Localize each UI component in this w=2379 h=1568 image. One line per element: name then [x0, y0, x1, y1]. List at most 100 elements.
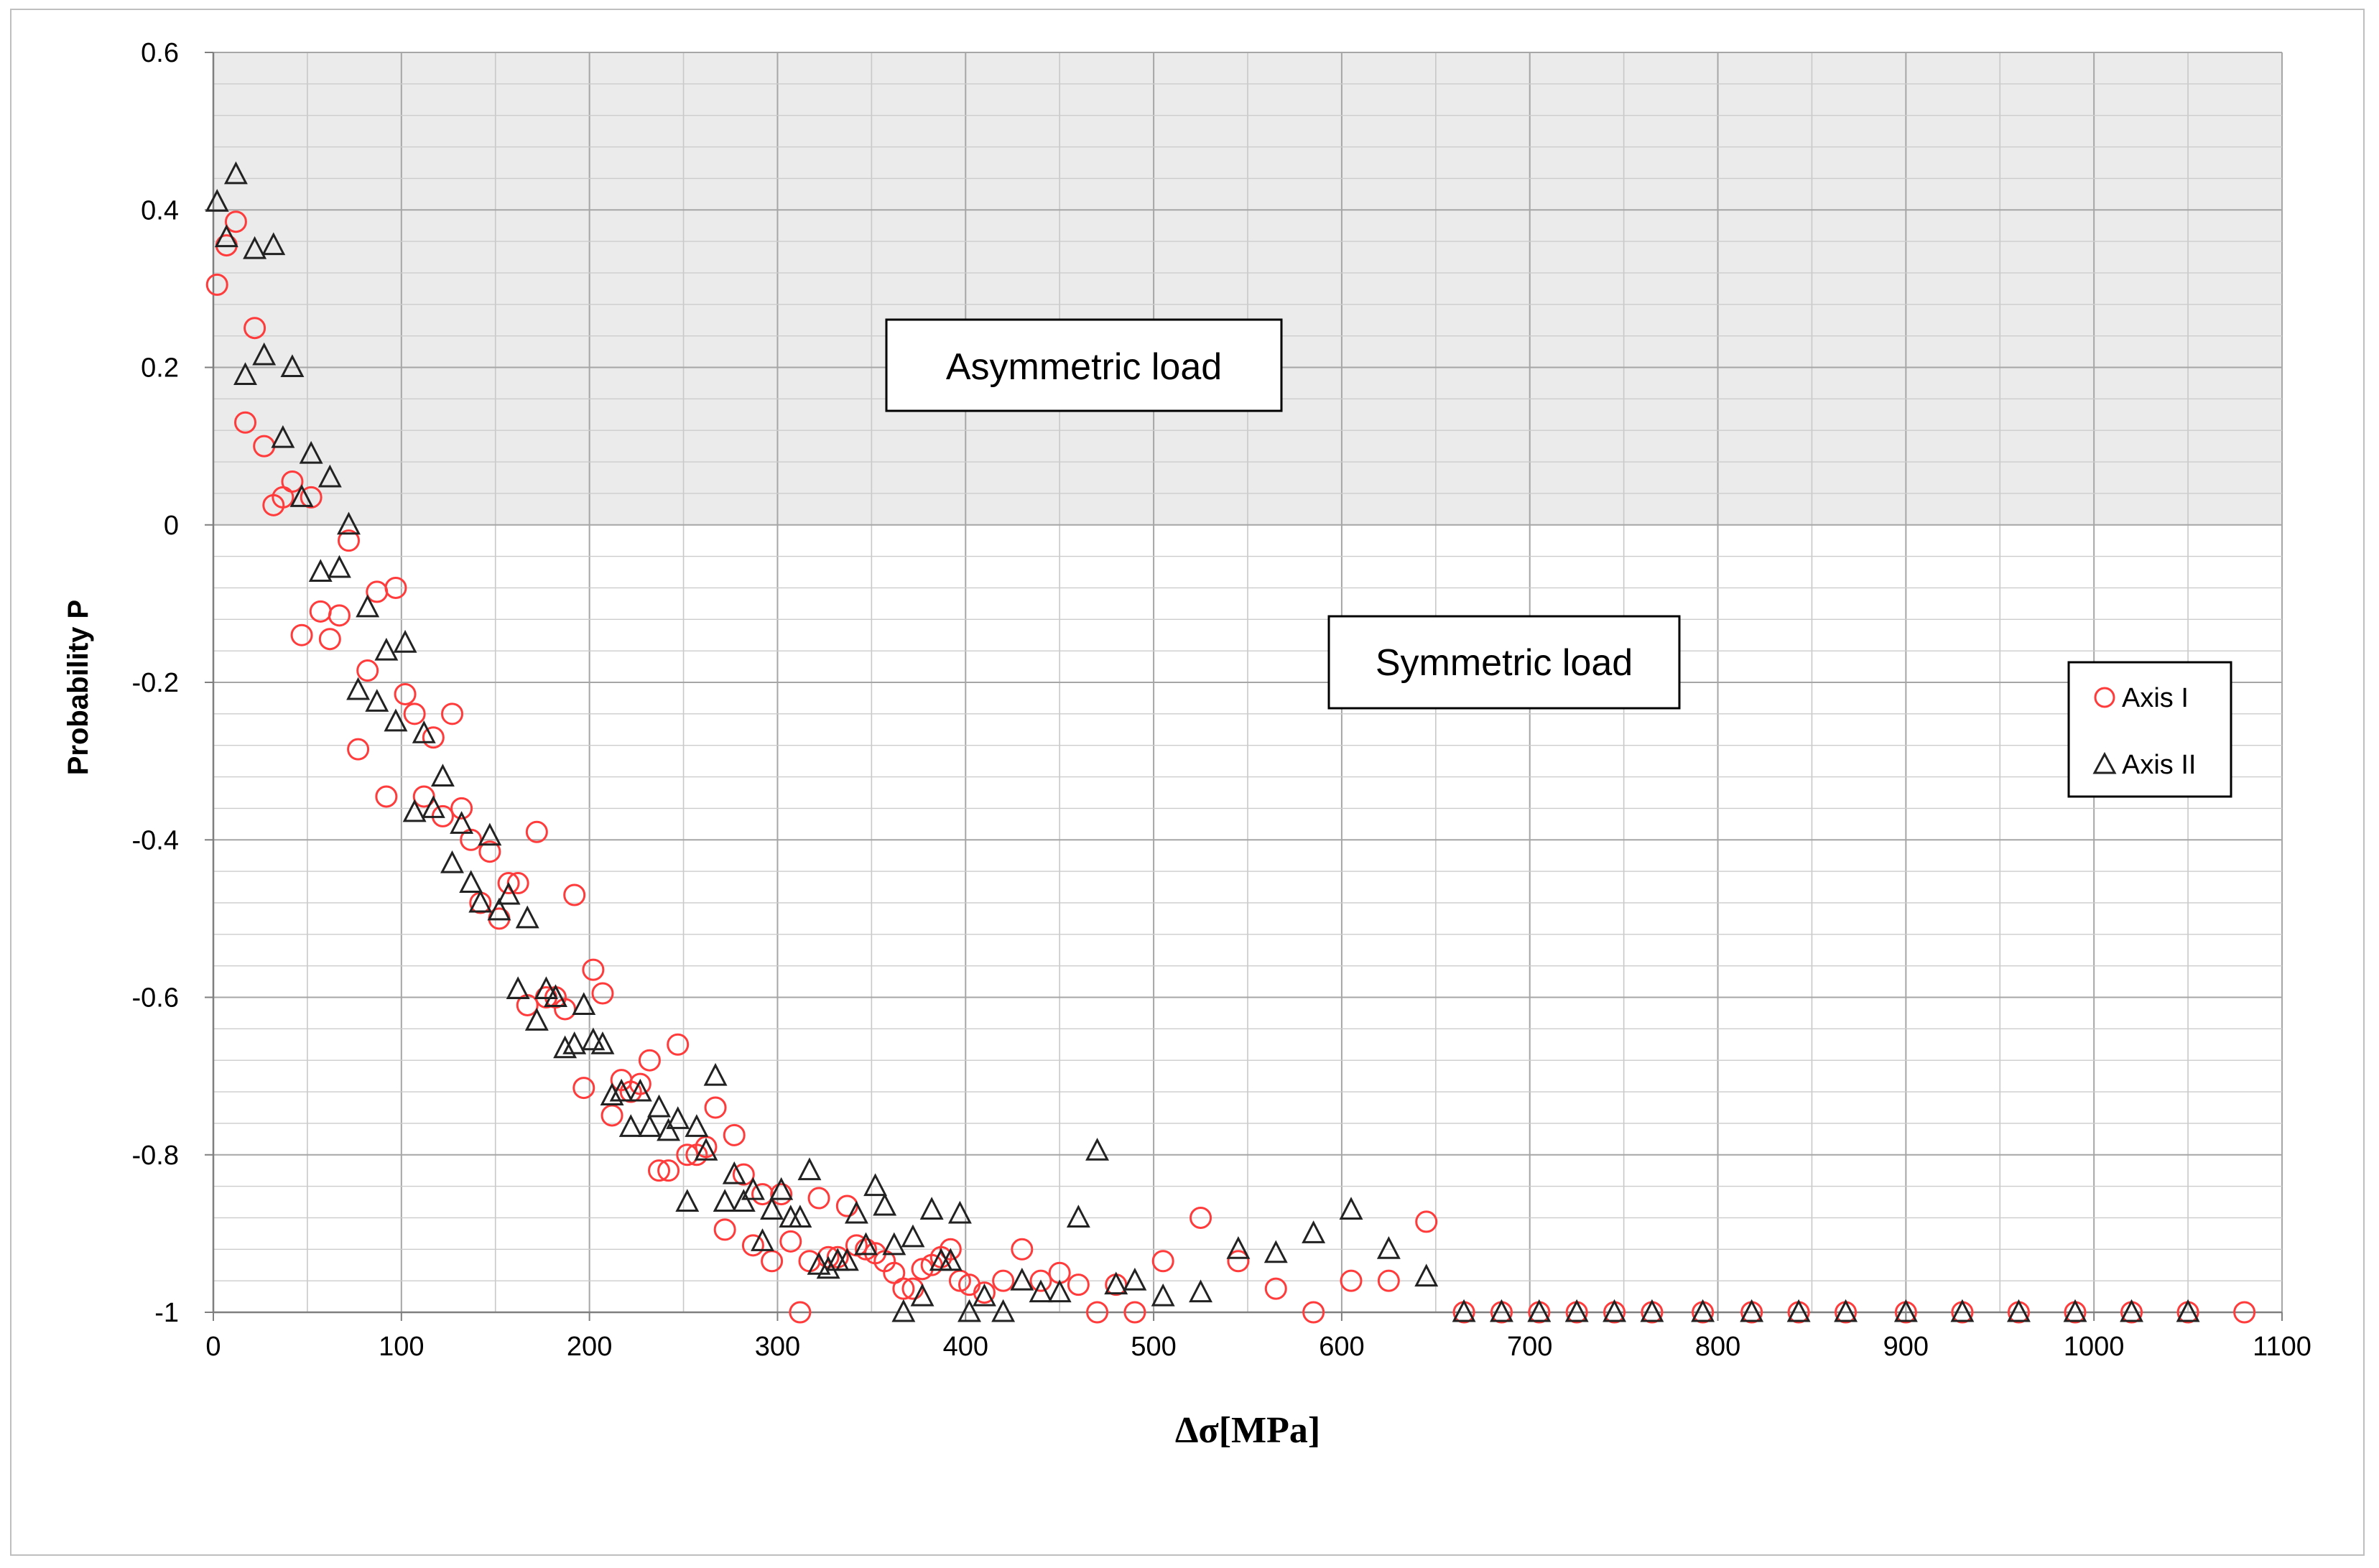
data-point-axis-i	[892, 1277, 915, 1300]
data-point-axis-ii	[1085, 1138, 1110, 1161]
data-point-axis-i	[1151, 1250, 1174, 1273]
data-point-axis-ii	[972, 1283, 996, 1307]
data-point-axis-i	[300, 486, 323, 509]
data-point-axis-i	[1264, 1277, 1287, 1300]
data-point-axis-ii	[524, 1008, 549, 1031]
data-point-axis-i	[2233, 1301, 2256, 1324]
data-point-axis-ii	[807, 1251, 831, 1275]
data-point-axis-ii	[938, 1248, 963, 1271]
y-tick-label: 0.4	[141, 195, 179, 226]
legend: Axis I Axis II	[2067, 661, 2232, 798]
data-point-axis-i	[384, 576, 407, 599]
data-point-axis-i	[1377, 1269, 1400, 1292]
y-tick-label: -0.8	[132, 1141, 179, 1171]
data-point-axis-i	[845, 1234, 868, 1257]
data-point-axis-ii	[572, 992, 596, 1015]
data-point-axis-ii	[327, 555, 351, 578]
data-point-axis-i	[1415, 1210, 1438, 1233]
data-point-axis-i	[497, 872, 520, 895]
data-point-axis-ii	[1640, 1299, 1664, 1322]
data-point-axis-ii	[299, 440, 323, 464]
data-point-axis-ii	[1376, 1236, 1401, 1259]
data-point-axis-i	[751, 1183, 774, 1206]
data-point-axis-ii	[816, 1256, 840, 1279]
data-point-axis-ii	[609, 1078, 634, 1102]
data-point-axis-ii	[1452, 1299, 1476, 1322]
data-point-axis-i	[657, 1159, 680, 1182]
y-tick-label: 0	[164, 511, 179, 541]
data-point-axis-ii	[1740, 1299, 1764, 1322]
data-point-axis-ii	[1029, 1279, 1053, 1303]
x-tick-label: 500	[1131, 1332, 1176, 1362]
data-point-axis-ii	[1047, 1279, 1072, 1303]
data-point-axis-i	[741, 1234, 764, 1257]
data-point-axis-ii	[882, 1232, 906, 1256]
data-point-axis-ii	[1263, 1240, 1288, 1263]
data-point-axis-i	[732, 1163, 755, 1186]
data-point-axis-ii	[337, 511, 361, 535]
data-point-axis-i	[600, 1104, 623, 1127]
data-point-axis-ii	[393, 629, 417, 653]
legend-marker-axis-ii	[2092, 751, 2117, 774]
data-point-axis-i	[779, 1230, 802, 1253]
data-point-axis-i	[328, 604, 351, 627]
data-point-axis-ii	[308, 559, 333, 583]
data-point-axis-ii	[1564, 1299, 1589, 1322]
data-point-axis-i	[205, 273, 228, 296]
data-point-axis-i	[234, 411, 257, 434]
data-point-axis-ii	[496, 881, 521, 905]
data-point-axis-i	[281, 470, 304, 493]
data-point-axis-i	[1227, 1250, 1250, 1273]
data-point-axis-ii	[544, 984, 567, 1007]
data-point-axis-ii	[647, 1094, 671, 1118]
data-point-axis-i	[375, 785, 398, 808]
data-point-axis-ii	[901, 1224, 925, 1248]
data-point-axis-ii	[356, 594, 380, 618]
data-point-axis-ii	[657, 1118, 681, 1141]
data-point-axis-i	[770, 1183, 793, 1206]
data-point-axis-ii	[741, 1177, 765, 1200]
data-point-axis-i	[1067, 1274, 1090, 1296]
x-tick-label: 1000	[2064, 1332, 2125, 1362]
y-tick-label: 0.2	[141, 353, 179, 384]
data-point-axis-ii	[581, 1027, 606, 1051]
x-tick-label: 700	[1507, 1332, 1552, 1362]
data-point-axis-i	[1105, 1274, 1128, 1296]
data-point-axis-i	[1011, 1238, 1034, 1261]
data-point-axis-ii	[252, 342, 277, 366]
data-point-axis-ii	[2006, 1299, 2031, 1322]
data-point-axis-i	[366, 580, 389, 603]
data-point-axis-i	[572, 1077, 595, 1100]
data-point-axis-ii	[346, 677, 371, 700]
legend-label-axis-i: Axis I	[2122, 683, 2189, 713]
data-point-axis-ii	[991, 1299, 1016, 1322]
data-point-axis-ii	[1226, 1236, 1251, 1259]
data-point-axis-ii	[1834, 1299, 1858, 1322]
data-point-axis-i	[1029, 1269, 1052, 1292]
data-point-axis-ii	[1691, 1299, 1715, 1322]
data-point-axis-ii	[685, 1114, 709, 1137]
data-point-axis-i	[224, 210, 247, 233]
data-point-axis-i	[450, 797, 473, 820]
data-point-axis-ii	[384, 708, 408, 732]
data-point-axis-ii	[1950, 1299, 1975, 1322]
data-point-axis-i	[629, 1072, 651, 1095]
data-point-axis-i	[347, 738, 370, 761]
data-point-axis-ii	[835, 1248, 859, 1271]
data-point-axis-ii	[506, 976, 530, 1000]
data-point-axis-i	[1340, 1269, 1363, 1292]
data-point-axis-ii	[873, 1192, 897, 1216]
data-point-axis-ii	[1414, 1263, 1439, 1287]
data-point-axis-ii	[2120, 1299, 2144, 1322]
data-point-axis-i	[667, 1033, 690, 1056]
data-point-axis-ii	[722, 1161, 746, 1184]
data-point-axis-ii	[468, 889, 493, 913]
data-point-axis-ii	[1603, 1299, 1627, 1322]
y-tick-label: -0.4	[132, 825, 179, 855]
data-point-axis-ii	[1123, 1267, 1147, 1291]
data-point-axis-ii	[731, 1189, 756, 1212]
data-point-axis-ii	[788, 1205, 812, 1228]
data-point-axis-i	[563, 883, 586, 906]
data-point-axis-i	[356, 659, 379, 682]
data-point-axis-i	[441, 702, 464, 725]
